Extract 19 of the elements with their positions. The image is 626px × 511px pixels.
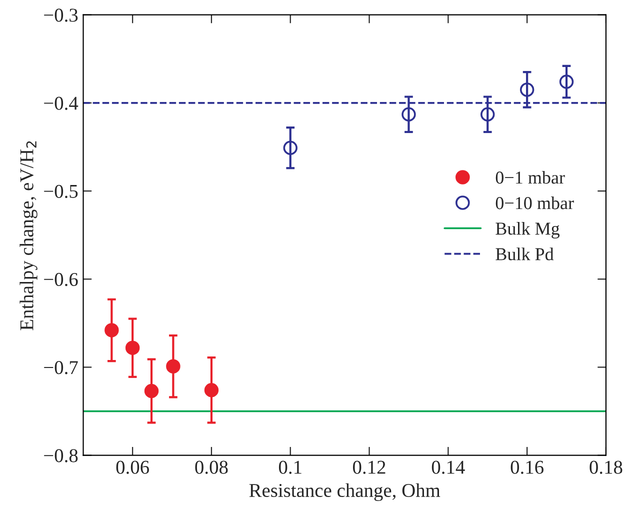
y-tick-label: −0.8	[44, 449, 78, 462]
x-tick-label: 0.1	[278, 460, 302, 474]
x-tick-label: 0.12	[352, 460, 386, 474]
legend-label: Bulk Mg	[496, 222, 560, 238]
x-tick-label: 0.08	[195, 460, 228, 474]
legend-label: 0−1 mbar	[496, 171, 565, 184]
x-tick-label: 0.06	[116, 460, 150, 474]
x-tick-label: 0.16	[510, 460, 544, 474]
y-tick-label: −0.5	[44, 184, 78, 198]
x-axis-title: Resistance change, Ohm	[249, 483, 440, 502]
x-tick-label: 0.14	[432, 460, 465, 474]
legend-label: Bulk Pd	[496, 248, 554, 260]
y-tick-label: −0.7	[44, 361, 78, 374]
y-tick-label: −0.6	[44, 272, 78, 286]
y-tick-label: −0.3	[44, 8, 78, 22]
x-tick-label: 0.18	[590, 460, 622, 474]
legend-label: 0−10 mbar	[496, 196, 574, 210]
y-tick-label: −0.4	[44, 96, 78, 110]
y-axis-title: Enthalpy change, eV/H$_{2}$	[20, 141, 38, 330]
